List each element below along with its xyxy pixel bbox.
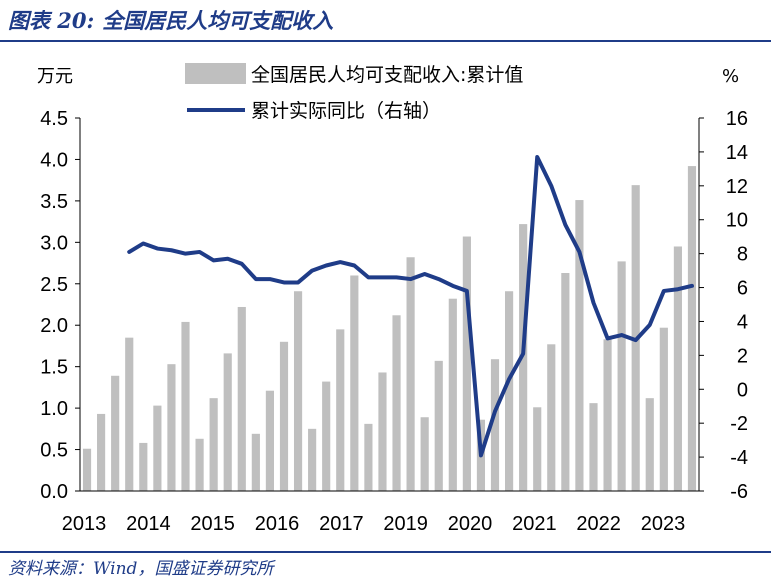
bar-2019Q2: [434, 360, 443, 491]
left-tick-label: 3.5: [40, 191, 68, 213]
bar-2016Q4: [293, 291, 303, 491]
x-tick-label: 2014: [126, 513, 171, 535]
bar-2013Q3: [111, 375, 120, 491]
legend-line-label: 累计实际同比（右轴）: [251, 100, 441, 122]
bar-2013Q1: [82, 448, 92, 491]
figure-label: 图表 20:: [8, 8, 95, 33]
left-tick-label: 2.0: [40, 315, 68, 337]
bar-2018Q3: [392, 315, 401, 491]
bar-2014Q3: [167, 364, 176, 491]
bar-2020Q2: [490, 359, 500, 491]
left-tick-label: 0.0: [40, 481, 68, 503]
right-tick-label: -4: [730, 447, 748, 469]
left-tick-label: 0.5: [40, 440, 68, 462]
bar-2022Q3: [617, 261, 626, 491]
source-rule: [0, 551, 771, 553]
x-tick-label: 2019: [383, 513, 428, 535]
x-axis-ticks: 2013 2014 2015 2016 2017 2019 2020 2021 2022 2023: [62, 513, 686, 535]
bar-2019Q3: [448, 298, 457, 491]
bar-2015Q2: [209, 398, 218, 491]
bar-2015Q4: [237, 306, 246, 491]
x-tick-label: 2013: [62, 513, 107, 535]
right-axis-ticks: 16 14 12 10 8 6 4 2 0 -2 -4 -6: [699, 108, 748, 503]
left-axis-ticks: 4.5 4.0 3.5 3.0 2.5 2.0 1.5 1.0 0.5 0.0: [40, 108, 80, 503]
legend-bar-swatch: [185, 63, 246, 84]
left-tick-label: 2.5: [40, 274, 68, 296]
bar-2014Q2: [153, 405, 162, 491]
bar-2018Q4: [406, 257, 415, 491]
x-tick-label: 2021: [512, 513, 557, 535]
x-tick-label: 2017: [319, 513, 364, 535]
bar-2018Q1: [364, 423, 373, 491]
x-tick-label: 2023: [641, 513, 686, 535]
right-tick-label: 12: [726, 176, 748, 198]
income-chart: 4.5 4.0 3.5 3.0 2.5 2.0 1.5 1.0 0.5 0.0 16 14 12 10 8…: [37, 63, 748, 535]
right-tick-label: 8: [737, 244, 748, 266]
right-tick-label: 0: [737, 379, 748, 401]
right-tick-label: 10: [726, 210, 748, 232]
bar-2017Q1: [308, 428, 317, 491]
bar-2015Q3: [223, 353, 232, 491]
bar-2023Q1: [645, 398, 654, 491]
bar-2021Q1: [533, 407, 542, 491]
bar-2022Q1: [589, 403, 598, 491]
x-tick-label: 2022: [576, 513, 621, 535]
right-tick-label: 6: [737, 278, 748, 300]
bar-2023Q3: [673, 246, 682, 491]
bar-2017Q2: [322, 381, 331, 491]
bar-2023Q2: [659, 327, 668, 491]
right-tick-label: 4: [737, 311, 748, 333]
left-tick-label: 4.0: [40, 149, 68, 171]
bar-2020Q3: [505, 291, 514, 491]
bar-2019Q4: [462, 236, 471, 491]
yoy-line-series: [127, 155, 694, 458]
bar-2018Q2: [378, 372, 387, 491]
bar-2021Q3: [561, 273, 570, 491]
bar-2023Q4: [687, 166, 697, 491]
bar-2015Q1: [195, 438, 204, 491]
left-tick-label: 1.5: [40, 357, 68, 379]
bar-2014Q1: [139, 442, 148, 491]
legend: 全国居民人均可支配收入:累计值 累计实际同比（右轴）: [185, 63, 523, 122]
title-rule: [0, 40, 771, 42]
bar-2013Q4: [125, 337, 134, 491]
left-tick-label: 3.0: [40, 232, 68, 254]
bar-2017Q3: [336, 329, 345, 491]
right-tick-label: -6: [730, 481, 748, 503]
right-unit-label: %: [722, 66, 739, 87]
left-unit-label: 万元: [37, 66, 73, 87]
right-tick-label: -2: [730, 413, 748, 435]
bar-2022Q2: [603, 339, 612, 491]
source-note: 资料来源：Wind，国盛证券研究所: [8, 559, 274, 579]
bar-2021Q4: [575, 200, 584, 491]
x-tick-label: 2020: [448, 513, 493, 535]
bar-2013Q2: [97, 413, 106, 491]
figure-title-text: 全国居民人均可支配收入: [102, 8, 334, 33]
bar-2017Q4: [350, 275, 359, 491]
bar-2016Q2: [265, 390, 274, 491]
bar-2014Q4: [181, 321, 190, 491]
left-tick-label: 1.0: [40, 398, 68, 420]
bar-2021Q2: [547, 344, 556, 491]
figure-title: 图表 20: 全国居民人均可支配收入: [8, 6, 333, 36]
right-tick-label: 2: [737, 345, 748, 367]
bar-2016Q3: [279, 341, 289, 491]
bar-2019Q1: [420, 417, 429, 491]
bar-2016Q1: [251, 433, 260, 491]
legend-bar-label: 全国居民人均可支配收入:累计值: [251, 64, 523, 86]
right-tick-label: 16: [726, 108, 748, 130]
x-tick-label: 2016: [255, 513, 300, 535]
right-tick-label: 14: [726, 142, 748, 164]
x-tick-label: 2015: [190, 513, 235, 535]
left-tick-label: 4.5: [40, 108, 68, 130]
